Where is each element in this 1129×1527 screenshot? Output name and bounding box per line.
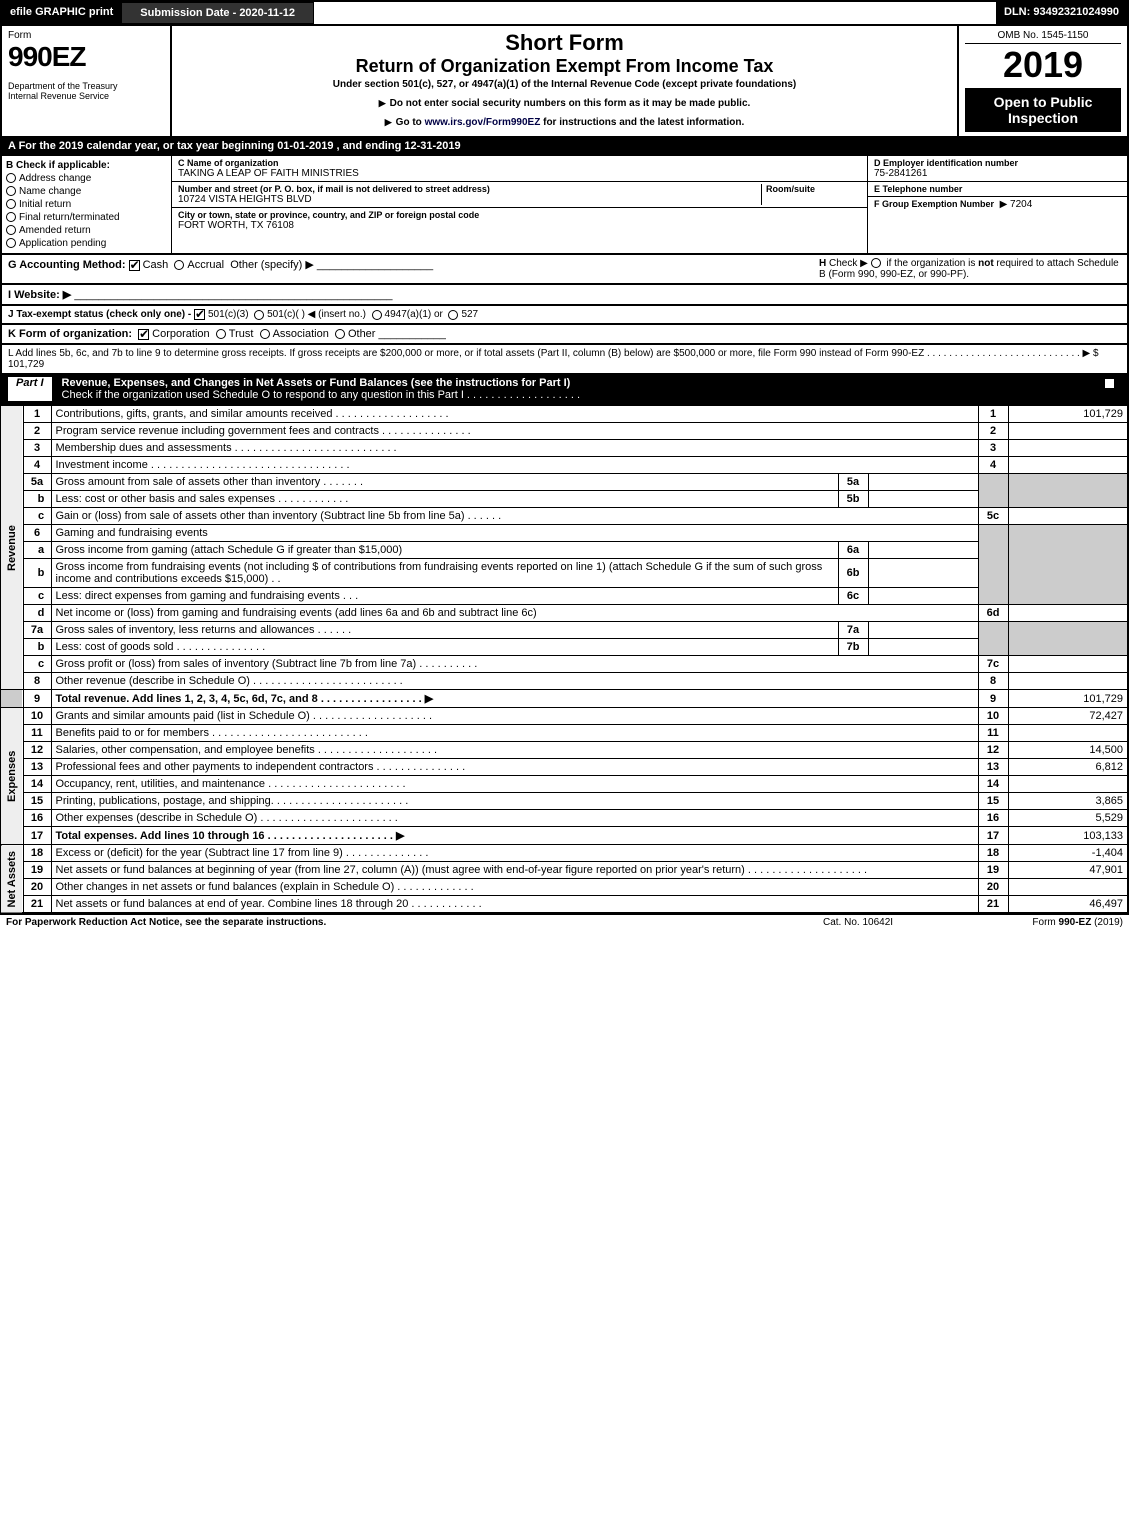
tel-label: E Telephone number <box>874 184 1121 194</box>
goto-instructions: Go to www.irs.gov/Form990EZ for instruct… <box>176 117 953 128</box>
chk-4947[interactable] <box>372 310 382 320</box>
line-g: G Accounting Method: Cash Accrual Other … <box>8 258 811 280</box>
header-left: Form 990EZ Department of the Treasury In… <box>2 26 172 136</box>
line-k: K Form of organization: Corporation Trus… <box>0 325 1129 345</box>
chk-association[interactable] <box>260 329 270 339</box>
header-mid: Short Form Return of Organization Exempt… <box>172 26 957 136</box>
irs-link[interactable]: www.irs.gov/Form990EZ <box>425 117 541 128</box>
line-j: J Tax-exempt status (check only one) - 5… <box>0 306 1129 325</box>
chk-501c3[interactable] <box>194 309 205 320</box>
title-return: Return of Organization Exempt From Incom… <box>176 56 953 77</box>
page-footer: For Paperwork Reduction Act Notice, see … <box>0 914 1129 930</box>
org-name-row: C Name of organization TAKING A LEAP OF … <box>172 156 867 182</box>
form-word: Form <box>8 30 164 41</box>
submission-date-button[interactable]: Submission Date - 2020-11-12 <box>121 2 314 24</box>
tel-row: E Telephone number <box>868 182 1127 197</box>
form-number: 990EZ <box>8 41 164 73</box>
chk-address-change[interactable]: Address change <box>6 173 167 184</box>
topbar-spacer <box>314 2 996 24</box>
line-h: H Check ▶ if the organization is not req… <box>811 258 1121 280</box>
tax-year: 2019 <box>965 44 1121 86</box>
chk-501c[interactable] <box>254 310 264 320</box>
line-l-text: L Add lines 5b, 6c, and 7b to line 9 to … <box>8 348 1099 359</box>
line-k-label: K Form of organization: <box>8 328 132 340</box>
line-l: L Add lines 5b, 6c, and 7b to line 9 to … <box>0 345 1129 375</box>
efile-label: efile GRAPHIC print <box>2 2 121 24</box>
title-short-form: Short Form <box>176 30 953 56</box>
part-1-tag: Part I <box>8 377 52 401</box>
group-row: F Group Exemption Number ▶ 7204 <box>868 197 1127 212</box>
ein-value: 75-2841261 <box>874 168 1121 179</box>
chk-schedule-b[interactable] <box>871 258 881 268</box>
group-label: F Group Exemption Number <box>874 199 994 209</box>
chk-corporation[interactable] <box>138 329 149 340</box>
street-label: Number and street (or P. O. box, if mail… <box>178 184 761 194</box>
city-row: City or town, state or province, country… <box>172 208 867 233</box>
chk-other[interactable] <box>335 329 345 339</box>
revenue-tab: Revenue <box>1 406 23 690</box>
box-b: B Check if applicable: Address change Na… <box>2 156 172 253</box>
dln-label: DLN: 93492321024990 <box>996 2 1127 24</box>
box-b-label: B Check if applicable: <box>6 160 167 171</box>
department-label: Department of the Treasury Internal Reve… <box>8 81 164 101</box>
top-bar: efile GRAPHIC print Submission Date - 20… <box>0 0 1129 26</box>
room-label: Room/suite <box>766 184 861 194</box>
chk-amended-return[interactable]: Amended return <box>6 225 167 236</box>
header-right: OMB No. 1545-1150 2019 Open to Public In… <box>957 26 1127 136</box>
cat-no: Cat. No. 10642I <box>823 917 963 928</box>
street-value: 10724 VISTA HEIGHTS BLVD <box>178 194 761 205</box>
omb-number: OMB No. 1545-1150 <box>965 30 1121 44</box>
ein-row: D Employer identification number 75-2841… <box>868 156 1127 182</box>
open-to-public: Open to Public Inspection <box>965 88 1121 132</box>
chk-527[interactable] <box>448 310 458 320</box>
line-j-label: J Tax-exempt status (check only one) - <box>8 309 191 320</box>
section-a-taxyear: A For the 2019 calendar year, or tax yea… <box>0 138 1129 156</box>
city-value: FORT WORTH, TX 76108 <box>178 220 861 231</box>
line-l-amount: 101,729 <box>8 359 44 370</box>
part-1-header: Part I Revenue, Expenses, and Changes in… <box>0 375 1129 405</box>
chk-initial-return[interactable]: Initial return <box>6 199 167 210</box>
chk-final-return[interactable]: Final return/terminated <box>6 212 167 223</box>
chk-application-pending[interactable]: Application pending <box>6 238 167 249</box>
accounting-other: Other (specify) ▶ <box>230 259 314 271</box>
form-header: Form 990EZ Department of the Treasury In… <box>0 26 1129 138</box>
org-name-label: C Name of organization <box>178 158 861 168</box>
expenses-tab: Expenses <box>1 708 23 845</box>
line-i-label: I Website: ▶ <box>8 289 71 301</box>
chk-trust[interactable] <box>216 329 226 339</box>
line-g-h: G Accounting Method: Cash Accrual Other … <box>0 255 1129 285</box>
ssn-warning: Do not enter social security numbers on … <box>176 98 953 109</box>
part-1-check[interactable] <box>1101 377 1121 401</box>
line-i: I Website: ▶ ___________________________… <box>0 285 1129 306</box>
chk-cash[interactable] <box>129 260 140 271</box>
org-name: TAKING A LEAP OF FAITH MINISTRIES <box>178 168 861 179</box>
line-g-label: G Accounting Method: <box>8 259 126 271</box>
chk-accrual[interactable] <box>174 260 184 270</box>
box-c: C Name of organization TAKING A LEAP OF … <box>172 156 867 253</box>
form-ref: Form 990-EZ (2019) <box>963 917 1123 928</box>
group-value: 7204 <box>1010 199 1032 210</box>
part-1-title: Revenue, Expenses, and Changes in Net As… <box>62 377 1101 401</box>
entity-block: B Check if applicable: Address change Na… <box>0 156 1129 255</box>
ein-label: D Employer identification number <box>874 158 1121 168</box>
part-1-table: Revenue 1Contributions, gifts, grants, a… <box>0 405 1129 914</box>
street-row: Number and street (or P. O. box, if mail… <box>172 182 867 208</box>
netassets-tab: Net Assets <box>1 845 23 914</box>
subtitle: Under section 501(c), 527, or 4947(a)(1)… <box>176 79 953 90</box>
box-def: D Employer identification number 75-2841… <box>867 156 1127 253</box>
paperwork-notice: For Paperwork Reduction Act Notice, see … <box>6 917 823 928</box>
chk-name-change[interactable]: Name change <box>6 186 167 197</box>
city-label: City or town, state or province, country… <box>178 210 861 220</box>
